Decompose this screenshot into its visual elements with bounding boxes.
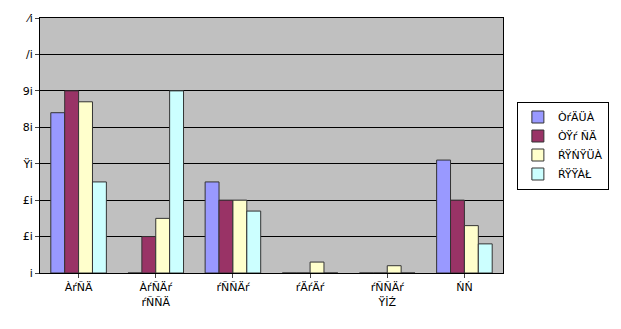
svg-text:/i: /i — [26, 48, 33, 61]
svg-text:⁄i: ⁄i — [25, 12, 33, 25]
svg-text:ŕÄŕÄŕ: ŕÄŕÄŕ — [296, 281, 325, 294]
svg-text:Ÿi: Ÿi — [22, 158, 32, 171]
svg-text:8i: 8i — [23, 121, 33, 134]
svg-text:ÀŕÑÄ: ÀŕÑÄ — [65, 281, 93, 294]
svg-text:ÒŸŕ ÑÄ: ÒŸŕ ÑÄ — [558, 130, 597, 143]
svg-text:ŕÑÑÄŕŸİŹ: ŕÑÑÄŕŸİŹ — [371, 281, 405, 308]
svg-text:£i: £i — [23, 194, 33, 207]
svg-text:ŃŃ: ŃŃ — [456, 281, 472, 294]
svg-text:i: i — [30, 267, 33, 280]
svg-text:ŕÑÑÄŕ: ŕÑÑÄŕ — [216, 281, 250, 294]
svg-text:ŔŸŃŸÜÀ: ŔŸŃŸÜÀ — [558, 149, 603, 162]
svg-text:£i: £i — [23, 230, 33, 243]
svg-text:9i: 9i — [23, 85, 33, 98]
svg-text:ÒŕÄÜÀ: ÒŕÄÜÀ — [558, 111, 595, 124]
svg-text:ÀŕÑÄŕŕÑÑÄ: ÀŕÑÄŕŕÑÑÄ — [140, 281, 173, 308]
svg-text:ŔŸŸÀŁ: ŔŸŸÀŁ — [558, 168, 592, 181]
